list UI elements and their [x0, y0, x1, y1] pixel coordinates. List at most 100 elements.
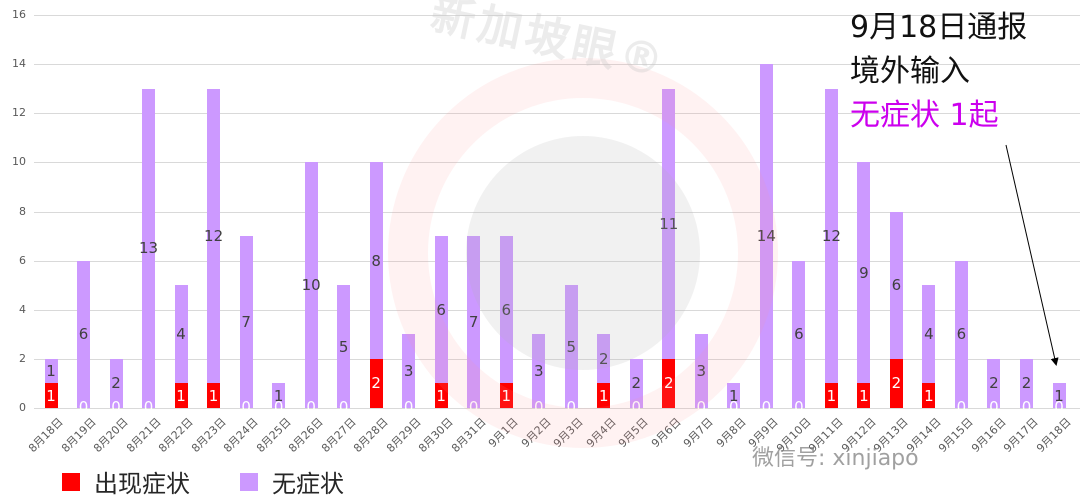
bar-symptomatic	[369, 358, 383, 408]
value-label-asymptomatic: 12	[821, 227, 841, 246]
value-label-asymptomatic: 6	[794, 325, 804, 344]
value-label-symptomatic: 0	[761, 398, 772, 416]
value-label-asymptomatic: 6	[956, 325, 967, 344]
bar-asymptomatic	[792, 260, 806, 408]
bar-asymptomatic	[954, 260, 968, 408]
value-label-asymptomatic: 6	[78, 325, 89, 344]
y-tick-label: 8	[19, 204, 26, 218]
value-label-symptomatic: 1	[176, 386, 186, 405]
value-label-symptomatic: 1	[859, 386, 869, 405]
value-label-symptomatic: 0	[1021, 398, 1032, 416]
bar-asymptomatic	[272, 383, 286, 408]
bar-asymptomatic	[369, 162, 383, 359]
legend-swatch-purple	[240, 472, 258, 491]
value-label-asymptomatic: 8	[371, 251, 381, 270]
annotation-highlight: 无症状 1起	[850, 98, 999, 133]
bar-asymptomatic	[207, 88, 221, 384]
value-label-asymptomatic: 3	[403, 362, 414, 381]
bar-asymptomatic	[239, 236, 253, 408]
value-label-asymptomatic: 4	[924, 325, 934, 344]
value-label-asymptomatic: 5	[338, 337, 349, 356]
value-label-asymptomatic: 2	[111, 374, 121, 393]
bar-asymptomatic	[142, 88, 156, 408]
value-label-asymptomatic: 1	[1054, 386, 1064, 405]
bar-symptomatic	[922, 383, 936, 408]
value-label-symptomatic: 0	[306, 398, 316, 416]
value-label-asymptomatic: 4	[176, 325, 186, 344]
bar-asymptomatic	[987, 358, 1001, 408]
bar-asymptomatic	[304, 162, 318, 408]
bar-asymptomatic	[109, 358, 123, 408]
value-label-asymptomatic: 1	[46, 362, 56, 381]
value-label-symptomatic: 2	[371, 374, 381, 393]
bar-asymptomatic	[922, 285, 936, 384]
value-label-symptomatic: 2	[891, 374, 902, 393]
value-label-symptomatic: 0	[1054, 398, 1064, 416]
value-label-symptomatic: 0	[338, 398, 349, 416]
value-label-symptomatic: 0	[273, 398, 284, 416]
value-label-symptomatic: 1	[436, 386, 446, 405]
value-label-symptomatic: 0	[989, 398, 999, 416]
value-label-symptomatic: 1	[46, 386, 56, 405]
bar-asymptomatic	[1052, 383, 1066, 408]
bar-asymptomatic	[337, 285, 351, 408]
y-tick-label: 16	[12, 8, 26, 21]
bar-asymptomatic	[1019, 358, 1033, 408]
value-label-asymptomatic: 1	[273, 386, 284, 405]
annotation-line-2: 境外输入	[850, 54, 970, 89]
value-label-symptomatic: 0	[241, 398, 251, 416]
bar-asymptomatic	[824, 88, 838, 384]
value-label-symptomatic: 0	[143, 398, 154, 416]
legend: 出现症状 无症状	[62, 464, 394, 499]
bar-asymptomatic	[174, 285, 188, 384]
legend-label: 无症状	[272, 470, 344, 498]
bar-symptomatic	[207, 383, 221, 408]
value-label-asymptomatic: 2	[989, 374, 999, 393]
bar-symptomatic	[889, 358, 903, 408]
value-label-asymptomatic: 2	[1021, 374, 1032, 393]
bar-symptomatic	[857, 383, 871, 408]
gridline	[34, 15, 1080, 16]
bar-asymptomatic	[857, 162, 871, 384]
value-label-symptomatic: 0	[403, 398, 414, 416]
bar-asymptomatic	[889, 211, 903, 359]
value-label-symptomatic: 0	[111, 398, 121, 416]
value-label-symptomatic: 1	[924, 386, 934, 405]
legend-item-asymptomatic: 无症状	[240, 464, 344, 499]
bar-symptomatic	[174, 383, 188, 408]
value-label-symptomatic: 0	[78, 398, 89, 416]
legend-label: 出现症状	[94, 470, 190, 498]
value-label-asymptomatic: 10	[301, 276, 321, 295]
watermark-logo	[466, 136, 700, 370]
y-tick-label: 10	[12, 155, 26, 169]
bar-symptomatic	[824, 383, 838, 408]
bar-symptomatic	[44, 383, 58, 408]
y-tick-label: 14	[12, 57, 26, 71]
annotation: 9月18日通报 境外输入 无症状 1起	[850, 6, 1027, 138]
y-tick-label: 12	[12, 106, 26, 120]
value-label-asymptomatic: 12	[204, 227, 224, 246]
bar-asymptomatic	[44, 358, 58, 384]
value-label-symptomatic: 1	[208, 386, 219, 405]
bar-asymptomatic	[77, 260, 91, 408]
legend-item-symptomatic: 出现症状	[62, 464, 190, 499]
value-label-asymptomatic: 13	[139, 239, 159, 258]
value-label-asymptomatic: 7	[241, 313, 251, 332]
value-label-symptomatic: 0	[956, 398, 967, 416]
wechat-watermark: 微信号: xinjiapo	[752, 446, 919, 471]
value-label-asymptomatic: 6	[891, 276, 902, 295]
value-label-symptomatic: 1	[826, 386, 837, 405]
y-tick-label: 0	[19, 401, 26, 414]
bar-asymptomatic	[402, 334, 416, 408]
value-label-symptomatic: 0	[729, 398, 739, 416]
y-tick-label: 6	[19, 253, 26, 267]
y-tick-label: 4	[19, 302, 26, 316]
legend-swatch-red	[62, 472, 80, 491]
value-label-symptomatic: 0	[794, 398, 804, 416]
bar-asymptomatic	[727, 383, 741, 408]
value-label-asymptomatic: 1	[729, 386, 739, 405]
value-label-asymptomatic: 9	[859, 263, 869, 282]
annotation-line-1: 9月18日通报	[850, 10, 1028, 45]
y-tick-label: 2	[19, 351, 26, 365]
